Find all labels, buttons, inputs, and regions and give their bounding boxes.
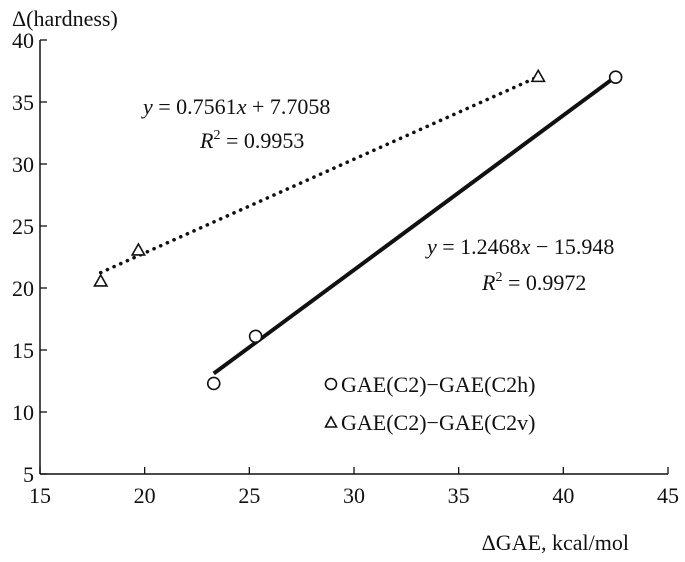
- r2-c2v: R2 = 0.9953: [199, 128, 304, 153]
- legend-marker-triangle: [324, 415, 338, 428]
- fit-lines: [98, 74, 617, 376]
- equation-c2h-line: y = 1.2468x − 15.948: [425, 234, 614, 259]
- y-tick-label: 5: [23, 462, 34, 487]
- legend-label-c2h: GAE(C2)−GAE(C2h): [341, 372, 536, 397]
- y-tick-label: 10: [12, 400, 34, 425]
- y-tick-label: 40: [12, 28, 34, 53]
- equation-c2h: y = 1.2468x − 15.948 R2 = 0.9972: [425, 234, 614, 295]
- y-tick-label: 30: [12, 152, 34, 177]
- data-points: [93, 68, 623, 391]
- data-point-triangle: [130, 242, 147, 256]
- x-tick-label: 25: [238, 483, 260, 508]
- legend-marker-circle: [324, 377, 338, 391]
- fit-line-solid: [212, 75, 617, 376]
- x-tick-label: 30: [343, 483, 365, 508]
- x-tick-label: 20: [134, 483, 156, 508]
- y-axis-title: Δ(hardness): [12, 6, 118, 31]
- y-tick-label: 15: [12, 338, 34, 363]
- fit-line-dotted: [98, 74, 541, 275]
- ticks: 15 20 25 30 35 40 45 5 10 15 20 25 30 35 40: [12, 28, 679, 508]
- x-tick-label: 45: [657, 483, 679, 508]
- y-tick-label: 25: [12, 214, 34, 239]
- data-point-circle: [608, 70, 623, 84]
- x-axis-title: ΔGAE, kcal/mol: [482, 530, 629, 555]
- x-tick-label: 15: [29, 483, 51, 508]
- y-tick-label: 20: [12, 276, 34, 301]
- data-point-triangle: [530, 68, 546, 83]
- data-point-circle: [206, 376, 221, 391]
- legend-label-c2v: GAE(C2)−GAE(C2v): [341, 410, 536, 435]
- y-tick-label: 35: [12, 90, 34, 115]
- data-point-circle: [248, 329, 263, 344]
- legend: GAE(C2)−GAE(C2h) GAE(C2)−GAE(C2v): [324, 372, 536, 435]
- equation-c2v-line: y = 0.7561x + 7.7058: [141, 94, 330, 119]
- x-tick-label: 40: [552, 483, 574, 508]
- data-point-triangle: [93, 273, 109, 287]
- x-tick-label: 35: [448, 483, 470, 508]
- equation-c2v: y = 0.7561x + 7.7058 R2 = 0.9953: [141, 94, 330, 153]
- r2-c2h: R2 = 0.9972: [481, 270, 586, 295]
